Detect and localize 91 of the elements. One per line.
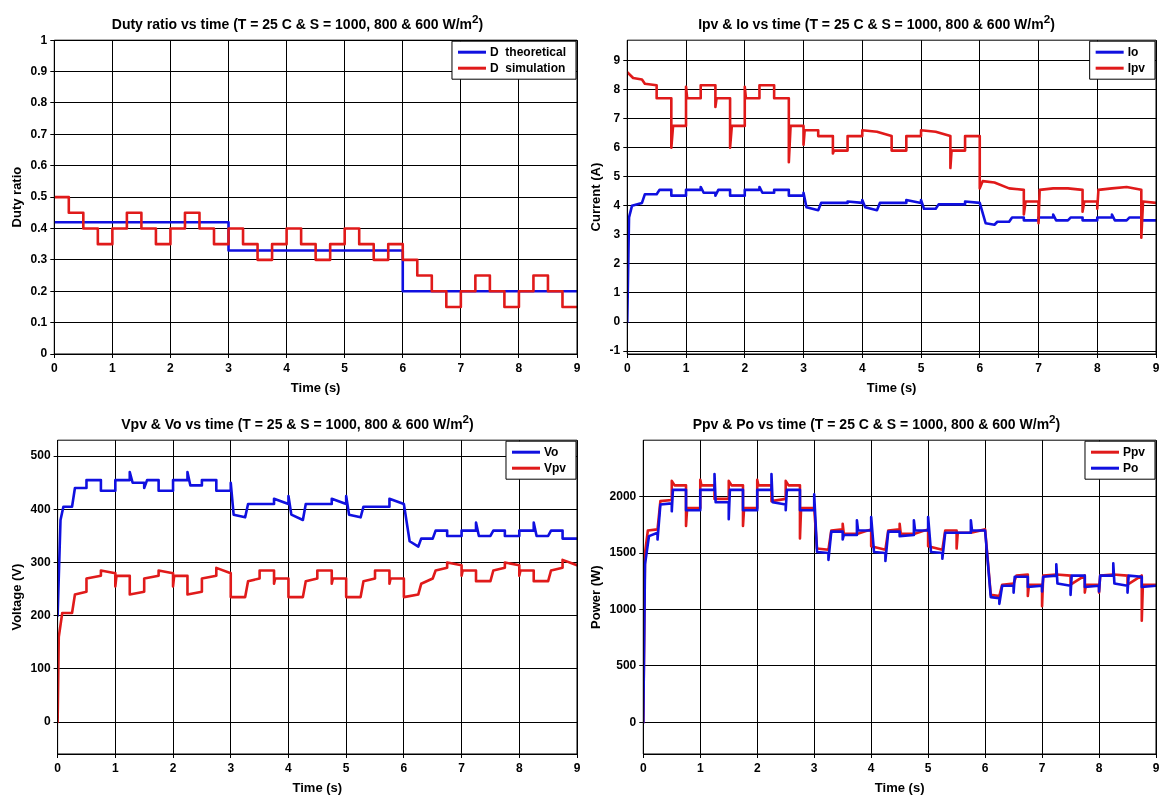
y-tick-label: 1500 [609,545,637,560]
y-tick-label: 0 [613,314,621,329]
y-axis-title: Duty ratio [9,166,25,228]
y-tick-label: 2000 [609,488,637,503]
legend-label: Vo [543,444,559,459]
x-tick-label: 0 [54,760,62,775]
x-tick-label: 1 [109,360,117,375]
legend-label: Io [1127,44,1139,59]
x-tick-label: 6 [400,760,408,775]
x-tick-label: 1 [111,760,119,775]
x-tick-label: 8 [515,760,523,775]
x-tick-label: 5 [341,360,349,375]
y-tick-label: 0.2 [30,283,48,298]
x-tick-label: 5 [342,760,350,775]
x-tick-label: 2 [167,360,175,375]
x-tick-label: 3 [227,760,235,775]
x-tick-label: 2 [169,760,177,775]
y-tick-label: 0.5 [30,189,48,204]
y-tick-label: 0 [629,714,637,729]
y-tick-label: 0.7 [30,126,48,141]
x-tick-label: 6 [399,360,407,375]
chart-title: Ipv & Io vs time (T = 25 C & S = 1000, 800 & 600 W/m$^{2}$) [698,11,1055,32]
y-tick-label: 100 [30,661,51,676]
x-tick-label: 9 [1152,760,1160,775]
x-tick-label: 8 [515,360,523,375]
y-tick-label: 3 [613,227,621,242]
x-tick-label: 7 [1038,760,1046,775]
x-tick-label: 9 [573,760,581,775]
y-tick-label: 8 [613,81,621,96]
legend-label: Ppv [1122,444,1146,459]
y-tick-label: 0.9 [30,63,48,78]
x-tick-label: 6 [981,760,989,775]
y-tick-label: 1 [40,32,48,47]
y-tick-label: -1 [609,343,621,358]
chart-title: Ppv & Po vs time (T = 25 C & S = 1000, 800 & 600 W/m$^{2}$) [692,411,1061,432]
y-tick-label: 4 [613,198,621,213]
x-tick-label: 3 [810,760,818,775]
x-tick-label: 7 [1035,360,1043,375]
y-tick-label: 6 [613,140,621,155]
x-tick-label: 5 [917,360,925,375]
x-tick-label: 9 [1152,360,1160,375]
chart-title: Duty ratio vs time (T = 25 C & S = 1000, 800 & 600 W/m$^{2}$) [111,11,484,32]
x-tick-label: 3 [800,360,808,375]
x-tick-label: 1 [682,360,690,375]
y-tick-label: 0.4 [30,220,48,235]
x-tick-label: 8 [1095,760,1103,775]
x-tick-label: 6 [976,360,984,375]
x-tick-label: 9 [573,360,581,375]
x-tick-label: 5 [924,760,932,775]
x-tick-label: 3 [225,360,233,375]
y-tick-label: 300 [30,554,51,569]
chart-title: Vpv & Vo vs time (T = 25 & S = 1000, 800 & 600 W/m$^{2}$) [121,411,474,432]
y-tick-label: 5 [613,169,621,184]
y-tick-label: 0 [40,346,48,361]
y-tick-label: 0.3 [30,252,48,267]
x-tick-label: 4 [283,360,291,375]
y-tick-label: 9 [613,52,621,67]
x-tick-label: 4 [867,760,875,775]
x-axis-title: Time (s) [866,379,917,395]
y-tick-label: 0 [43,714,51,729]
y-tick-label: 0.8 [30,95,48,110]
y-tick-label: 500 [616,658,637,673]
x-tick-label: 4 [858,360,866,375]
y-tick-label: 1 [613,285,621,300]
x-axis-title: Time (s) [290,379,341,395]
y-axis-title: Current (A) [588,162,604,232]
y-axis-title: Power (W) [588,565,604,629]
legend-label: D theoretical [489,44,567,59]
y-tick-label: 1000 [609,601,637,616]
x-tick-label: 4 [285,760,293,775]
x-tick-label: 2 [753,760,761,775]
x-tick-label: 1 [696,760,704,775]
legend-label: Ipv [1127,60,1146,75]
x-tick-label: 8 [1093,360,1101,375]
y-tick-label: 200 [30,608,51,623]
x-axis-title: Time (s) [292,779,343,795]
y-tick-label: 0.6 [30,158,48,173]
y-tick-label: 0.1 [30,314,48,329]
x-tick-label: 0 [639,760,647,775]
y-axis-title: Voltage (V) [9,563,25,631]
y-tick-label: 400 [30,501,51,516]
x-tick-label: 7 [458,760,466,775]
x-tick-label: 7 [457,360,465,375]
y-tick-label: 2 [613,256,621,271]
y-tick-label: 7 [613,110,621,125]
legend-label: Po [1122,460,1139,475]
legend-label: D simulation [489,60,566,75]
x-tick-label: 2 [741,360,749,375]
legend-label: Vpv [543,460,567,475]
x-axis-title: Time (s) [874,779,925,795]
y-tick-label: 500 [30,448,51,463]
